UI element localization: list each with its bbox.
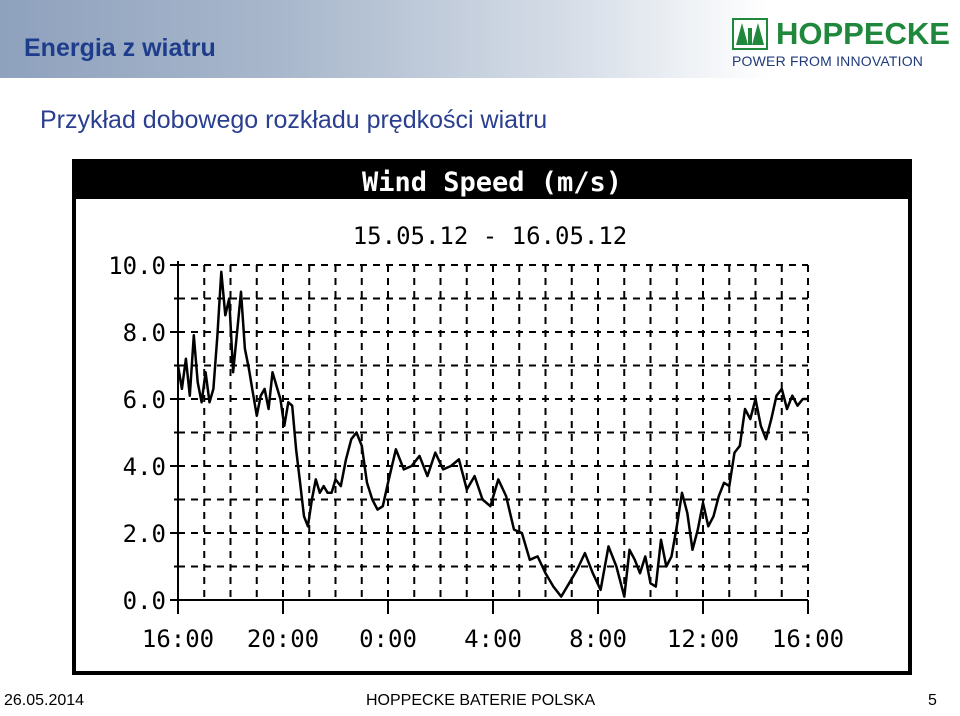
footer-date: 26.05.2014 (4, 692, 85, 709)
hoppecke-logo: HOPPECKE POWER FROM INNOVATION (732, 16, 950, 70)
x-tick-label: 16:00 (142, 625, 214, 653)
wind-speed-series-line (176, 270, 808, 598)
y-tick-label: 2.0 (123, 520, 166, 548)
x-tick-label: 16:00 (772, 625, 844, 653)
header-band (0, 0, 960, 78)
x-tick-label: 12:00 (667, 625, 739, 653)
slide-title: Energia z wiatru (24, 34, 216, 62)
logo-text: HOPPECKE (776, 16, 950, 51)
y-tick-label: 8.0 (123, 319, 166, 347)
footer-center: HOPPECKE BATERIE POLSKA (366, 692, 596, 709)
wind-speed-chart: Wind Speed (m/s) 15.05.12 - 16.05.12 0.0… (72, 159, 912, 675)
slide-subtitle: Przykład dobowego rozkładu prędkości wia… (40, 106, 548, 134)
x-tick-label: 4:00 (464, 625, 522, 653)
chart-svg: Wind Speed (m/s) 15.05.12 - 16.05.12 0.0… (72, 159, 912, 675)
chart-tick-labels: 0.0 2.0 4.0 6.0 8.0 10.0 16:00 20:00 0:00 4:00 8:0… (108, 252, 844, 653)
x-tick-label: 0:00 (359, 625, 417, 653)
logo-tagline: POWER FROM INNOVATION (732, 53, 924, 69)
x-tick-label: 20:00 (247, 625, 319, 653)
y-tick-label: 10.0 (108, 252, 166, 280)
y-tick-label: 6.0 (123, 386, 166, 414)
x-tick-label: 8:00 (569, 625, 627, 653)
chart-axes (170, 261, 809, 614)
tree-logo-icon (732, 18, 768, 50)
footer-page-number: 5 (928, 692, 937, 709)
chart-title: Wind Speed (m/s) (362, 167, 622, 198)
y-tick-label: 0.0 (123, 587, 166, 615)
y-tick-label: 4.0 (123, 453, 166, 481)
chart-subtitle: 15.05.12 - 16.05.12 (353, 222, 628, 250)
